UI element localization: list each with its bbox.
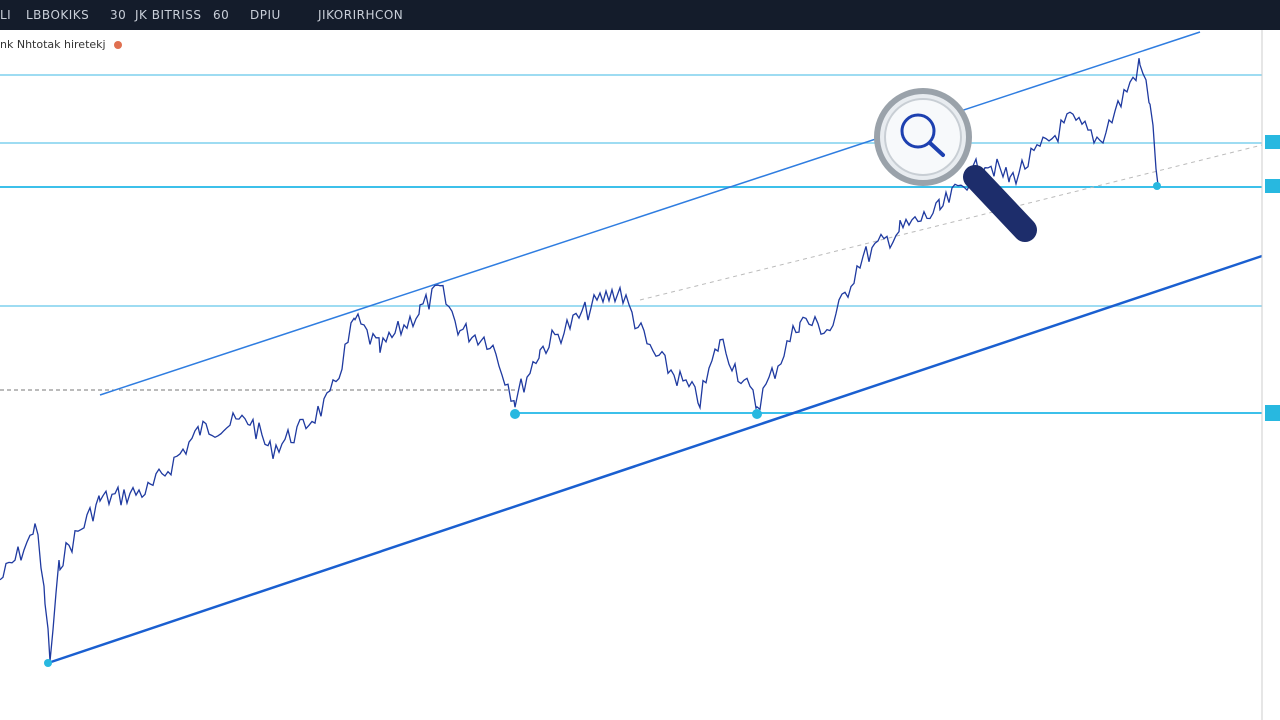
legend: nk Nhtotak hiretekj — [0, 38, 122, 51]
toolbar-item[interactable]: JK BITRISS — [135, 8, 202, 22]
anchor-point — [752, 409, 762, 419]
toolbar-item[interactable]: DPIU — [250, 8, 281, 22]
toolbar-item[interactable]: 30 — [110, 8, 127, 22]
price-tag — [1265, 179, 1280, 193]
legend-title: nk Nhtotak hiretekj — [0, 38, 106, 51]
dashed-trend — [639, 144, 1263, 301]
chart-area — [0, 30, 1280, 720]
anchor-point — [510, 409, 520, 419]
magnifier-icon — [874, 88, 1037, 242]
price-tag — [1265, 135, 1280, 149]
price-line — [0, 58, 1159, 662]
price-axis — [1262, 30, 1280, 720]
anchor-point — [44, 659, 52, 667]
anchor-point — [1153, 182, 1161, 190]
toolbar: LI LBBOKIKS 30 JK BITRISS 60 DPIU JIKORI… — [0, 0, 1280, 30]
toolbar-item[interactable]: JIKORIRHCON — [318, 8, 404, 22]
toolbar-item[interactable]: 60 — [213, 8, 230, 22]
legend-dot — [113, 41, 122, 49]
toolbar-item[interactable]: LI — [0, 8, 12, 22]
channel-lower — [47, 254, 1263, 665]
price-tag — [1265, 405, 1280, 421]
horizontal-levels — [0, 74, 1262, 414]
channel-upper — [99, 31, 1201, 396]
toolbar-item[interactable]: LBBOKIKS — [26, 8, 90, 22]
